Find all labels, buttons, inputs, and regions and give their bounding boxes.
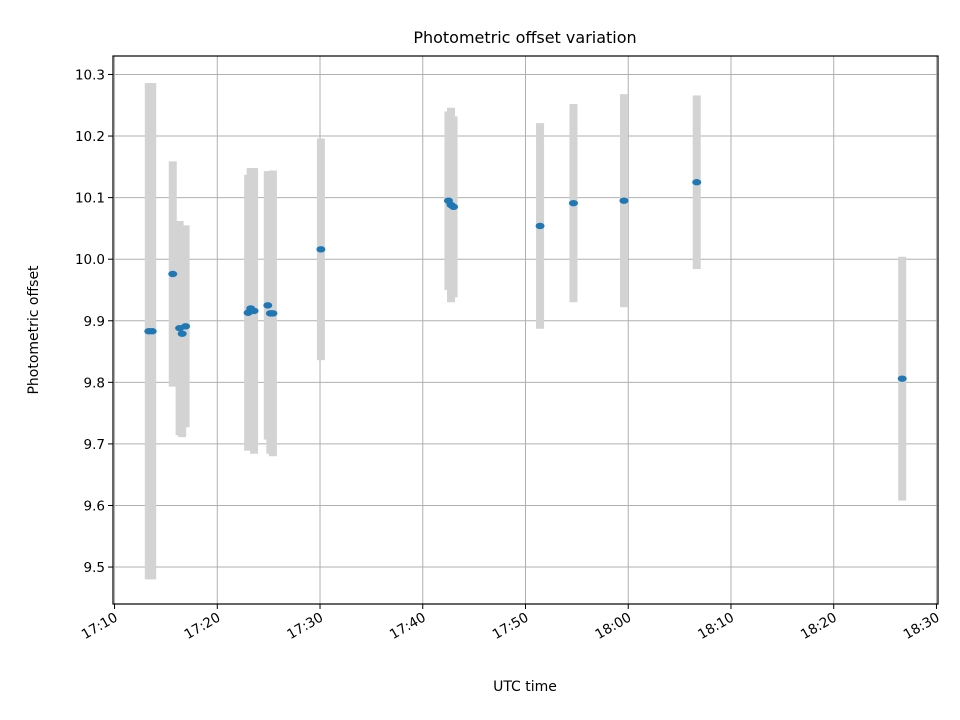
- data-point: [268, 310, 278, 317]
- data-point: [168, 270, 178, 278]
- y-tick-label: 10.3: [75, 67, 105, 83]
- x-tick-label: 18:30: [901, 610, 943, 643]
- data-point: [147, 328, 157, 335]
- chart-title: Photometric offset variation: [413, 28, 636, 47]
- data-point: [249, 307, 259, 315]
- x-tick-label: 17:30: [284, 610, 326, 643]
- y-tick-label: 10.0: [75, 252, 105, 268]
- data-point: [619, 197, 629, 204]
- data-point: [177, 330, 187, 337]
- y-tick-label: 10.1: [75, 191, 105, 207]
- y-tick-label: 10.2: [75, 129, 105, 145]
- grid-lines: [113, 56, 938, 604]
- y-tick-label: 9.7: [84, 437, 105, 453]
- data-point: [692, 179, 702, 186]
- x-tick-label: 18:20: [798, 610, 840, 643]
- data-point: [535, 222, 545, 230]
- x-axis-label: UTC time: [493, 679, 557, 695]
- y-tick-label: 9.9: [84, 314, 105, 330]
- y-tick-label: 9.5: [84, 560, 105, 576]
- y-axis-ticks: 9.5 9.6 9.7 9.8 9.9 10.0 10.1 10.2 10.3: [75, 67, 113, 576]
- data-point: [263, 302, 273, 309]
- x-tick-label: 18:00: [593, 610, 635, 643]
- x-tick-label: 17:10: [79, 610, 121, 643]
- data-point: [316, 246, 326, 253]
- data-point: [568, 199, 578, 207]
- y-axis-label: Photometric offset: [26, 265, 42, 395]
- data-point: [181, 323, 191, 330]
- y-tick-label: 9.6: [84, 498, 105, 514]
- x-axis-ticks: 17:10 17:20 17:30 17:40 17:50 18:00 18:10 18:20…: [79, 604, 943, 643]
- x-tick-label: 18:10: [695, 610, 737, 643]
- data-point: [449, 203, 459, 211]
- x-tick-label: 17:20: [182, 610, 224, 643]
- data-point: [897, 375, 907, 382]
- x-tick-label: 17:40: [387, 610, 429, 643]
- x-tick-label: 17:50: [490, 610, 532, 643]
- y-tick-label: 9.8: [84, 375, 105, 391]
- data-points: [144, 179, 907, 382]
